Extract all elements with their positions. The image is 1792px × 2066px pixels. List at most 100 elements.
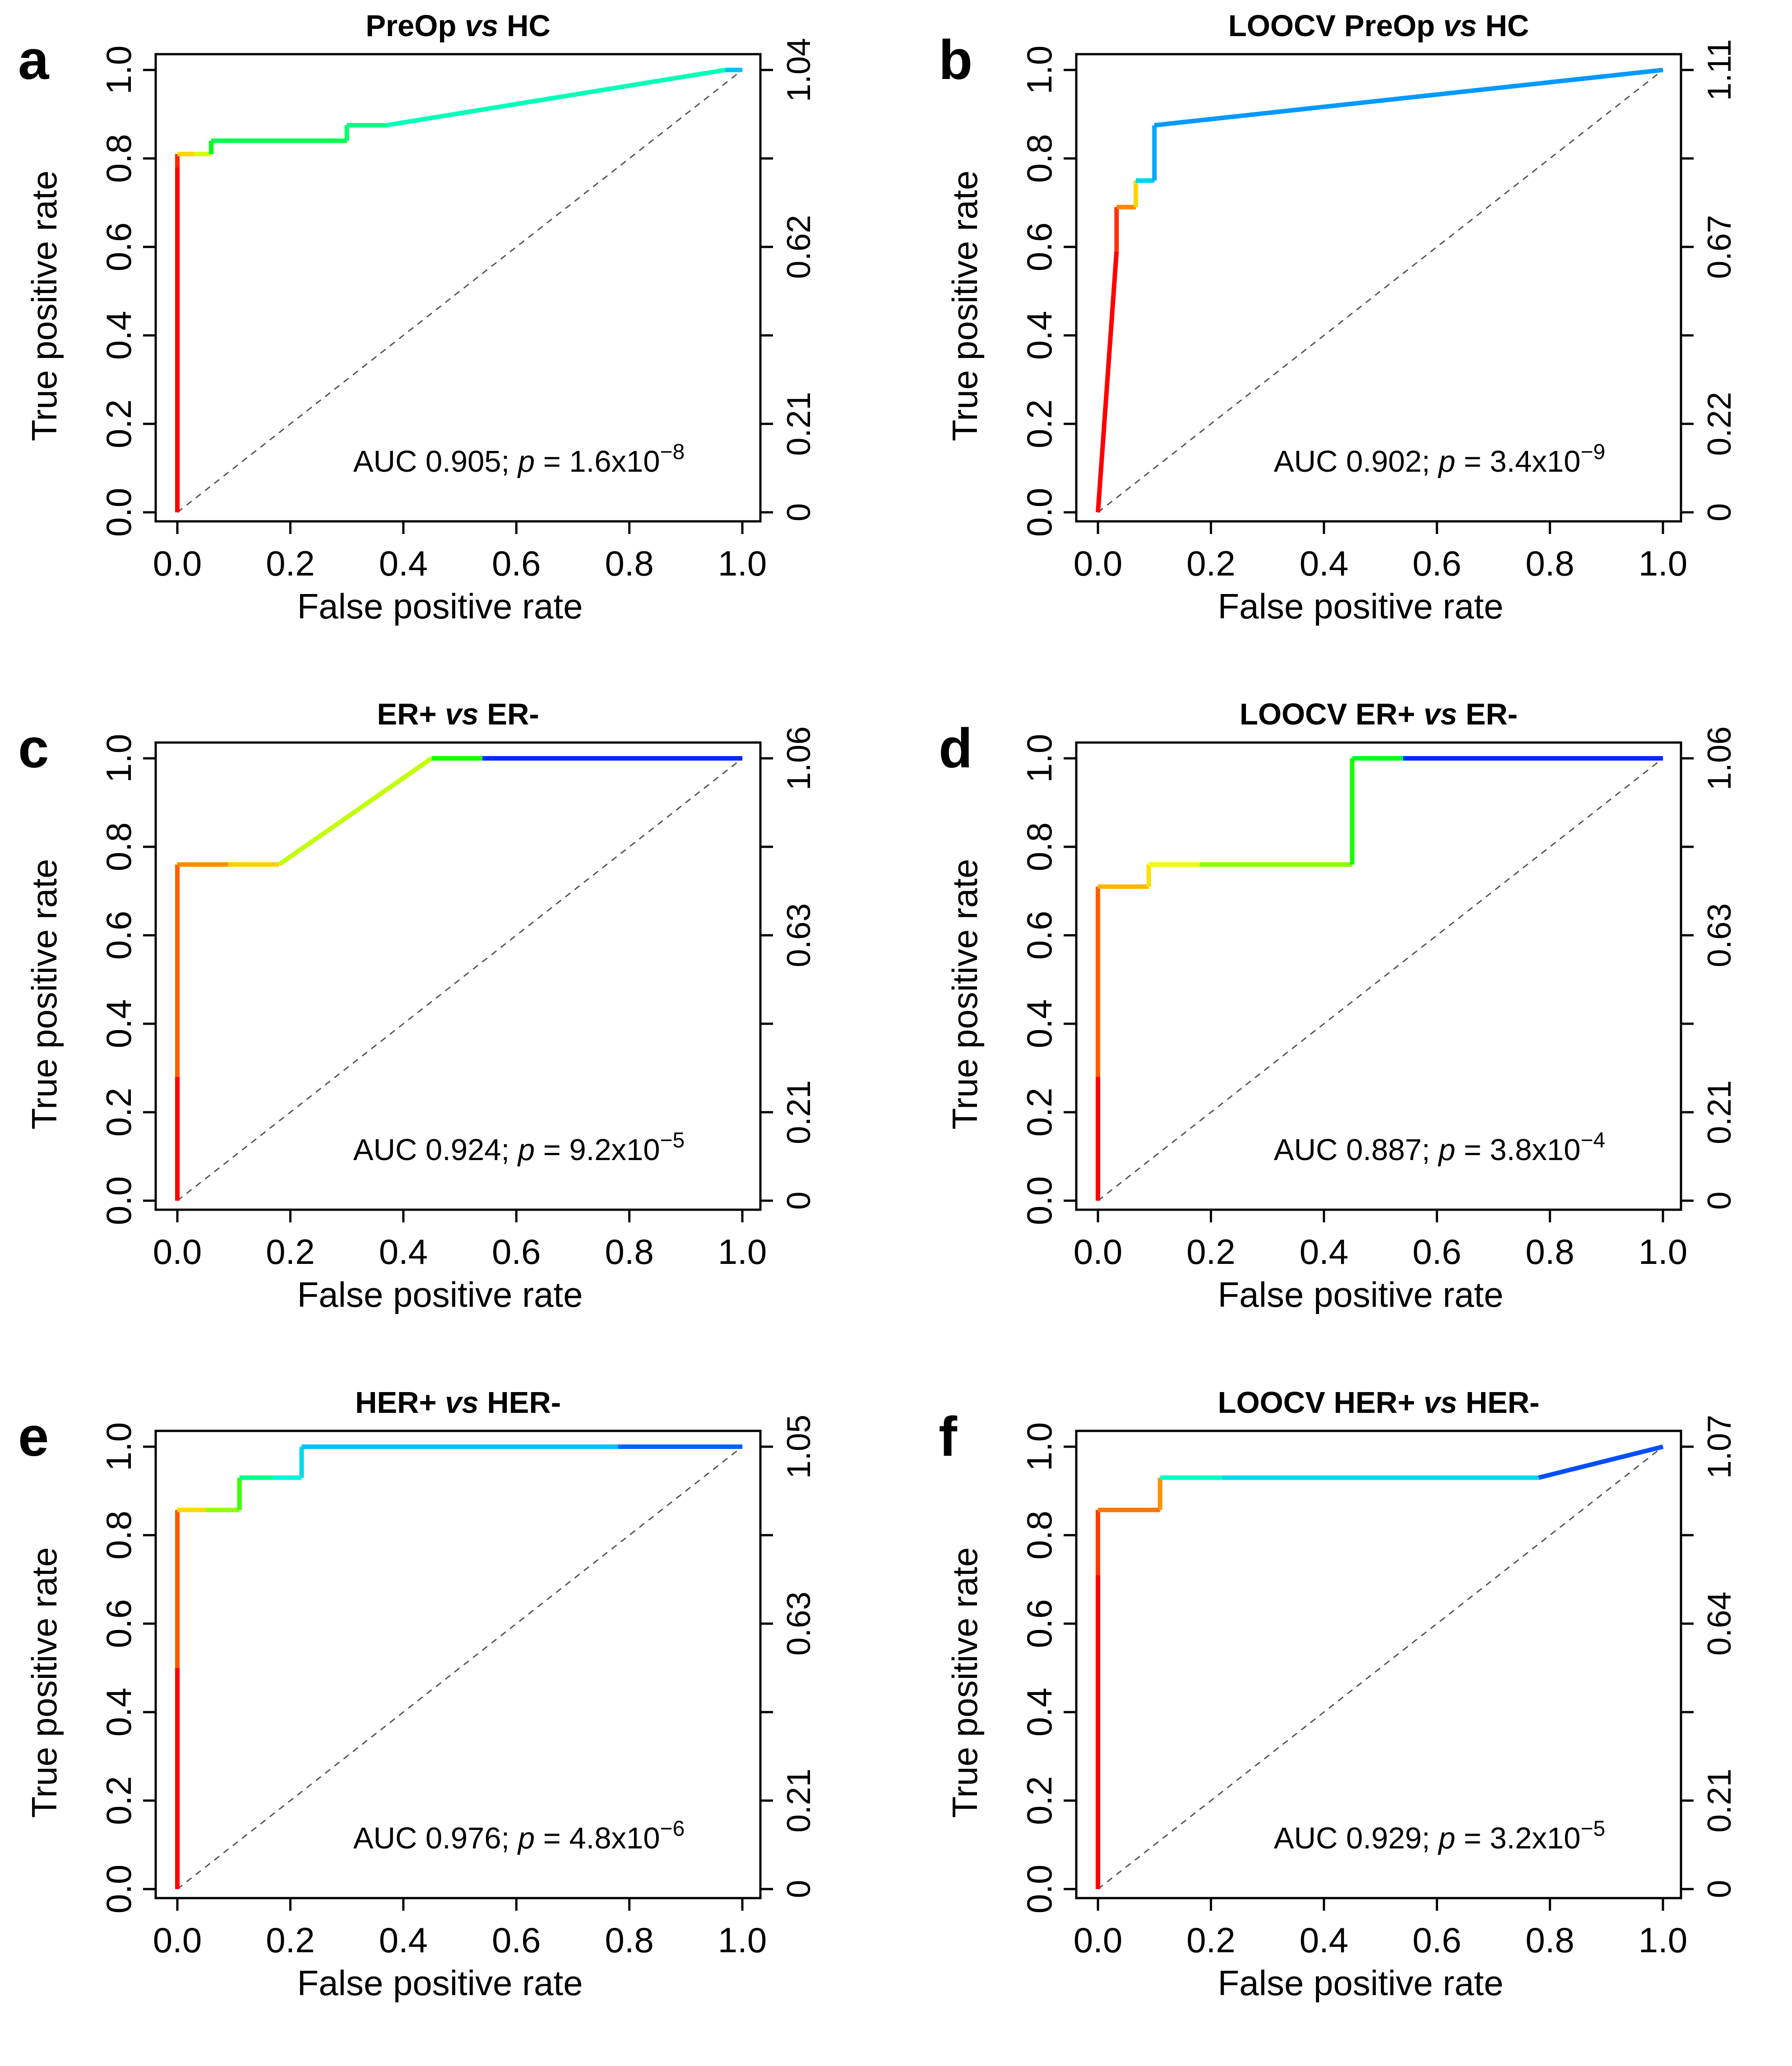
y-axis-title: True positive rate (24, 1547, 64, 1818)
x-tick-label: 0.4 (379, 1232, 428, 1272)
chart-title-post: ER- (1457, 697, 1518, 731)
chart-title-pre: LOOCV PreOp (1228, 9, 1444, 43)
p-value: = 4.8x10 (535, 1821, 660, 1855)
chart-title: PreOp vs HC (366, 9, 551, 43)
y-tick-label: 1.0 (1019, 46, 1059, 94)
colorbar-tick-label: 0 (781, 503, 817, 522)
chart-title-vs: vs (445, 697, 479, 731)
chart-title-pre: ER+ (377, 697, 445, 731)
x-axis-title: False positive rate (1218, 1963, 1504, 2003)
y-tick-label: 0.4 (1019, 1688, 1059, 1736)
x-tick-label: 1.0 (718, 1920, 767, 1960)
panel-letter: b (939, 29, 972, 91)
colorbar-tick-label: 0.21 (1701, 1769, 1738, 1833)
x-tick-label: 0.4 (379, 1920, 428, 1960)
y-tick-label: 0.4 (99, 999, 139, 1048)
x-axis-title: False positive rate (297, 1275, 583, 1314)
y-axis-title: True positive rate (945, 171, 985, 441)
auc-annotation: AUC 0.902; p = 3.4x10−9 (1274, 440, 1606, 478)
colorbar-tick-label: 0.21 (781, 392, 817, 456)
y-axis-title: True positive rate (945, 1547, 985, 1818)
colorbar-tick-label: 0 (1701, 1880, 1738, 1899)
auc-value: AUC 0.976; (353, 1821, 518, 1855)
y-tick-label: 0.0 (99, 488, 139, 537)
colorbar-tick-label: 0.21 (1701, 1080, 1738, 1144)
panel-e: e HER+ vs HER- 0.0 0.2 0.4 0.6 0.8 1.0 0.0 0.2 0.4… (18, 1386, 817, 2003)
colorbar-tick-label: 0.67 (1701, 215, 1738, 279)
auc-value: AUC 0.924; (353, 1133, 518, 1167)
p-exponent: −6 (660, 1817, 685, 1841)
roc-segment (1154, 68, 1663, 128)
y-tick-label: 0.0 (1019, 1176, 1059, 1225)
colorbar-tick-label: 0.22 (1701, 392, 1738, 456)
colorbar-tick-label: 0.21 (781, 1080, 817, 1144)
x-tick-label: 0.4 (1300, 543, 1348, 583)
auc-annotation: AUC 0.929; p = 3.2x10−5 (1274, 1817, 1606, 1855)
colorbar-tick-label: 1.04 (781, 38, 817, 102)
x-tick-label: 0.0 (1074, 543, 1122, 583)
y-tick-label: 1.0 (1019, 734, 1059, 783)
x-tick-label: 0.0 (153, 543, 202, 583)
panel-letter: a (18, 29, 50, 91)
panel-letter: f (939, 1406, 958, 1468)
y-tick-label: 0.6 (99, 911, 139, 960)
auc-annotation: AUC 0.924; p = 9.2x10−5 (353, 1128, 685, 1167)
chart-title: HER+ vs HER- (355, 1386, 561, 1420)
x-tick-label: 0.6 (1412, 1232, 1461, 1272)
p-exponent: −9 (1581, 440, 1606, 464)
chart-title-pre: HER+ (355, 1386, 445, 1420)
p-symbol: p (1438, 445, 1455, 478)
colorbar-tick-label: 1.11 (1701, 39, 1738, 101)
x-tick-label: 0.6 (1412, 1920, 1461, 1960)
colorbar-tick-label: 0.64 (1701, 1592, 1738, 1656)
x-axis-title: False positive rate (297, 586, 583, 626)
chart-title-pre: PreOp (366, 9, 465, 43)
x-tick-label: 0.0 (1074, 1920, 1122, 1960)
colorbar-tick-label: 1.07 (1701, 1415, 1738, 1479)
p-symbol: p (517, 445, 535, 478)
panels-group: a PreOp vs HC 0.0 0.2 0.4 0.6 0.8 1.0 0.0 0.2 0.4 0… (18, 9, 1738, 2003)
x-tick-label: 0.4 (1300, 1232, 1348, 1272)
roc-segment (1096, 251, 1119, 513)
p-exponent: −4 (1581, 1128, 1606, 1152)
p-value: = 3.4x10 (1455, 445, 1581, 478)
chance-diagonal (177, 69, 743, 513)
x-axis-title: False positive rate (1218, 1275, 1504, 1314)
auc-value: AUC 0.905; (353, 445, 518, 478)
chart-title-vs: vs (1443, 9, 1477, 43)
colorbar-tick-label: 1.06 (781, 726, 817, 790)
y-tick-label: 0.4 (1019, 999, 1059, 1048)
chart-title-post: ER- (479, 697, 539, 731)
auc-value: AUC 0.887; (1274, 1133, 1439, 1167)
colorbar-tick-label: 0.63 (781, 903, 817, 967)
p-symbol: p (517, 1133, 535, 1167)
p-value: = 9.2x10 (535, 1133, 660, 1167)
panel-f: f LOOCV HER+ vs HER- 0.0 0.2 0.4 0.6 0.8 1.0 0.0… (939, 1386, 1738, 2003)
auc-annotation: AUC 0.976; p = 4.8x10−6 (353, 1817, 685, 1855)
y-tick-label: 0.0 (1019, 488, 1059, 537)
x-tick-label: 1.0 (718, 1232, 767, 1272)
y-tick-label: 0.6 (1019, 911, 1059, 960)
auc-annotation: AUC 0.905; p = 1.6x10−8 (353, 440, 685, 478)
y-tick-label: 0.6 (99, 223, 139, 271)
x-tick-label: 0.2 (266, 1920, 315, 1960)
y-tick-label: 0.8 (99, 134, 139, 183)
y-tick-label: 0.4 (1019, 311, 1059, 360)
colorbar-tick-label: 0 (1701, 503, 1738, 522)
x-tick-label: 0.0 (153, 1920, 202, 1960)
colorbar-tick-label: 1.05 (781, 1415, 817, 1479)
y-tick-label: 0.8 (1019, 1511, 1059, 1560)
p-exponent: −5 (1581, 1817, 1606, 1841)
p-symbol: p (1438, 1821, 1455, 1855)
auc-value: AUC 0.929; (1274, 1821, 1439, 1855)
chart-title: LOOCV ER+ vs ER- (1240, 697, 1518, 731)
chart-title-post: HER- (479, 1386, 561, 1420)
p-exponent: −8 (660, 440, 685, 464)
colorbar-tick-label: 0.21 (781, 1769, 817, 1833)
panel-c: c ER+ vs ER- 0.0 0.2 0.4 0.6 0.8 1.0 0.0 0.2 0.4 0.… (18, 697, 817, 1314)
colorbar-tick-label: 0.63 (781, 1592, 817, 1656)
colorbar-tick-label: 0.62 (781, 215, 817, 279)
y-tick-label: 0.2 (1019, 399, 1059, 448)
colorbar-tick-label: 0.63 (1701, 903, 1738, 967)
